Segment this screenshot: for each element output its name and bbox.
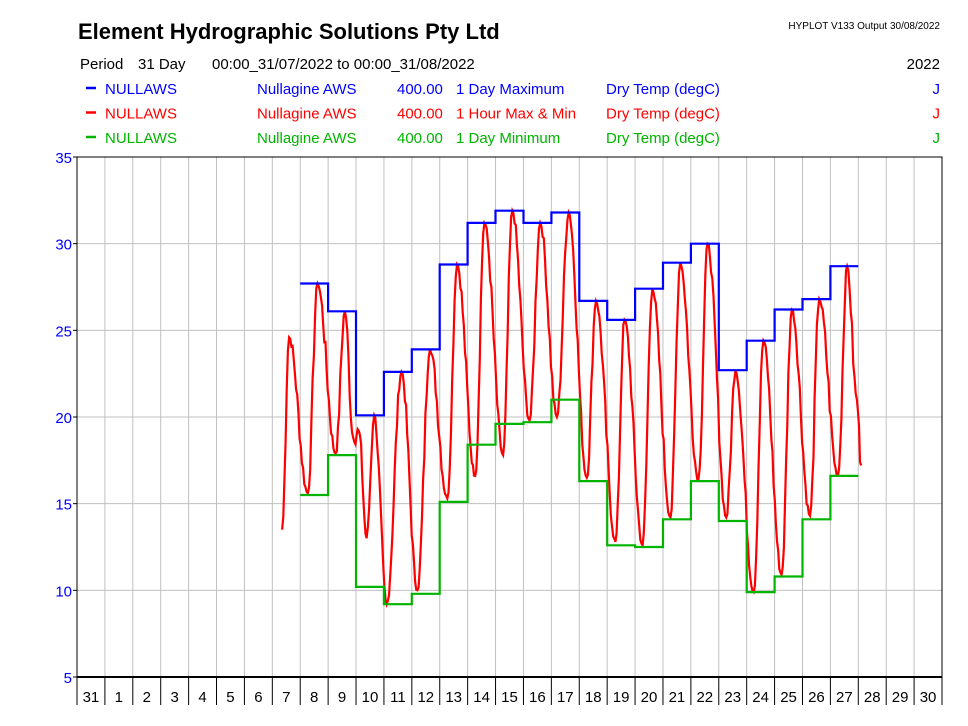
x-tick-label: 26 [808, 689, 825, 706]
version-output-label: HYPLOT V133 Output 30/08/2022 [788, 21, 940, 32]
y-tick-label: 35 [55, 150, 72, 167]
legend-site: NULLAWS [105, 130, 177, 147]
series-1-day-minimum [300, 398, 859, 606]
x-tick-label: 23 [724, 689, 741, 706]
x-tick-label: 12 [417, 689, 434, 706]
year-label: 2022 [907, 56, 940, 73]
legend-flag: J [933, 130, 941, 147]
x-tick-label: 30 [920, 689, 937, 706]
x-tick-label: 29 [892, 689, 909, 706]
x-tick-label: 25 [780, 689, 797, 706]
x-tick-label: 16 [529, 689, 546, 706]
y-tick-label: 25 [55, 323, 72, 340]
x-tick-label: 7 [282, 689, 290, 706]
period-range: 00:00_31/07/2022 to 00:00_31/08/2022 [212, 56, 475, 73]
legend: NULLAWS Nullagine AWS 400.00 1 Day Maximum D… [86, 81, 940, 147]
x-tick-label: 15 [501, 689, 518, 706]
x-tick-label: 2 [143, 689, 151, 706]
x-tick-label: 9 [338, 689, 346, 706]
y-tick-label: 10 [55, 583, 72, 600]
x-tick-label: 1 [115, 689, 123, 706]
chart-title: Element Hydrographic Solutions Pty Ltd [78, 19, 500, 44]
legend-name: Nullagine AWS [257, 81, 357, 98]
legend-desc: 1 Day Minimum [456, 130, 560, 147]
x-tick-label: 28 [864, 689, 881, 706]
legend-desc: 1 Day Maximum [456, 81, 564, 98]
x-tick-label: 24 [752, 689, 769, 706]
legend-var: 400.00 [397, 81, 443, 98]
legend-param: Dry Temp (degC) [606, 106, 720, 123]
period-label: Period [80, 56, 123, 73]
x-tick-label: 11 [390, 689, 406, 706]
x-tick-label: 8 [310, 689, 318, 706]
y-tick-label: 15 [55, 497, 72, 514]
x-tick-label: 17 [557, 689, 574, 706]
legend-var: 400.00 [397, 106, 443, 123]
series-1-hour-max-min [281, 206, 863, 609]
x-tick-label: 31 [83, 689, 100, 706]
x-tick-label: 6 [254, 689, 262, 706]
legend-site: NULLAWS [105, 106, 177, 123]
legend-flag: J [933, 106, 941, 123]
x-tick-label: 14 [473, 689, 490, 706]
x-tick-label: 13 [445, 689, 462, 706]
y-tick-label: 30 [55, 237, 72, 254]
x-tick-label: 5 [226, 689, 234, 706]
legend-site: NULLAWS [105, 81, 177, 98]
x-tick-label: 22 [696, 689, 713, 706]
legend-var: 400.00 [397, 130, 443, 147]
legend-name: Nullagine AWS [257, 130, 357, 147]
x-tick-label: 18 [585, 689, 602, 706]
period-value: 31 Day [138, 56, 186, 73]
x-tick-label: 21 [669, 689, 686, 706]
legend-desc: 1 Hour Max & Min [456, 106, 576, 123]
legend-name: Nullagine AWS [257, 106, 357, 123]
series-group [281, 206, 863, 609]
x-tick-label: 19 [613, 689, 630, 706]
x-tick-label: 3 [170, 689, 178, 706]
y-tick-label: 20 [55, 410, 72, 427]
legend-param: Dry Temp (degC) [606, 81, 720, 98]
series-1-day-maximum [300, 209, 859, 417]
legend-flag: J [933, 81, 941, 98]
x-tick-label: 27 [836, 689, 853, 706]
x-tick-label: 4 [198, 689, 206, 706]
y-tick-label: 5 [64, 670, 72, 687]
x-tick-label: 10 [362, 689, 379, 706]
x-tick-label: 20 [641, 689, 658, 706]
legend-param: Dry Temp (degC) [606, 130, 720, 147]
